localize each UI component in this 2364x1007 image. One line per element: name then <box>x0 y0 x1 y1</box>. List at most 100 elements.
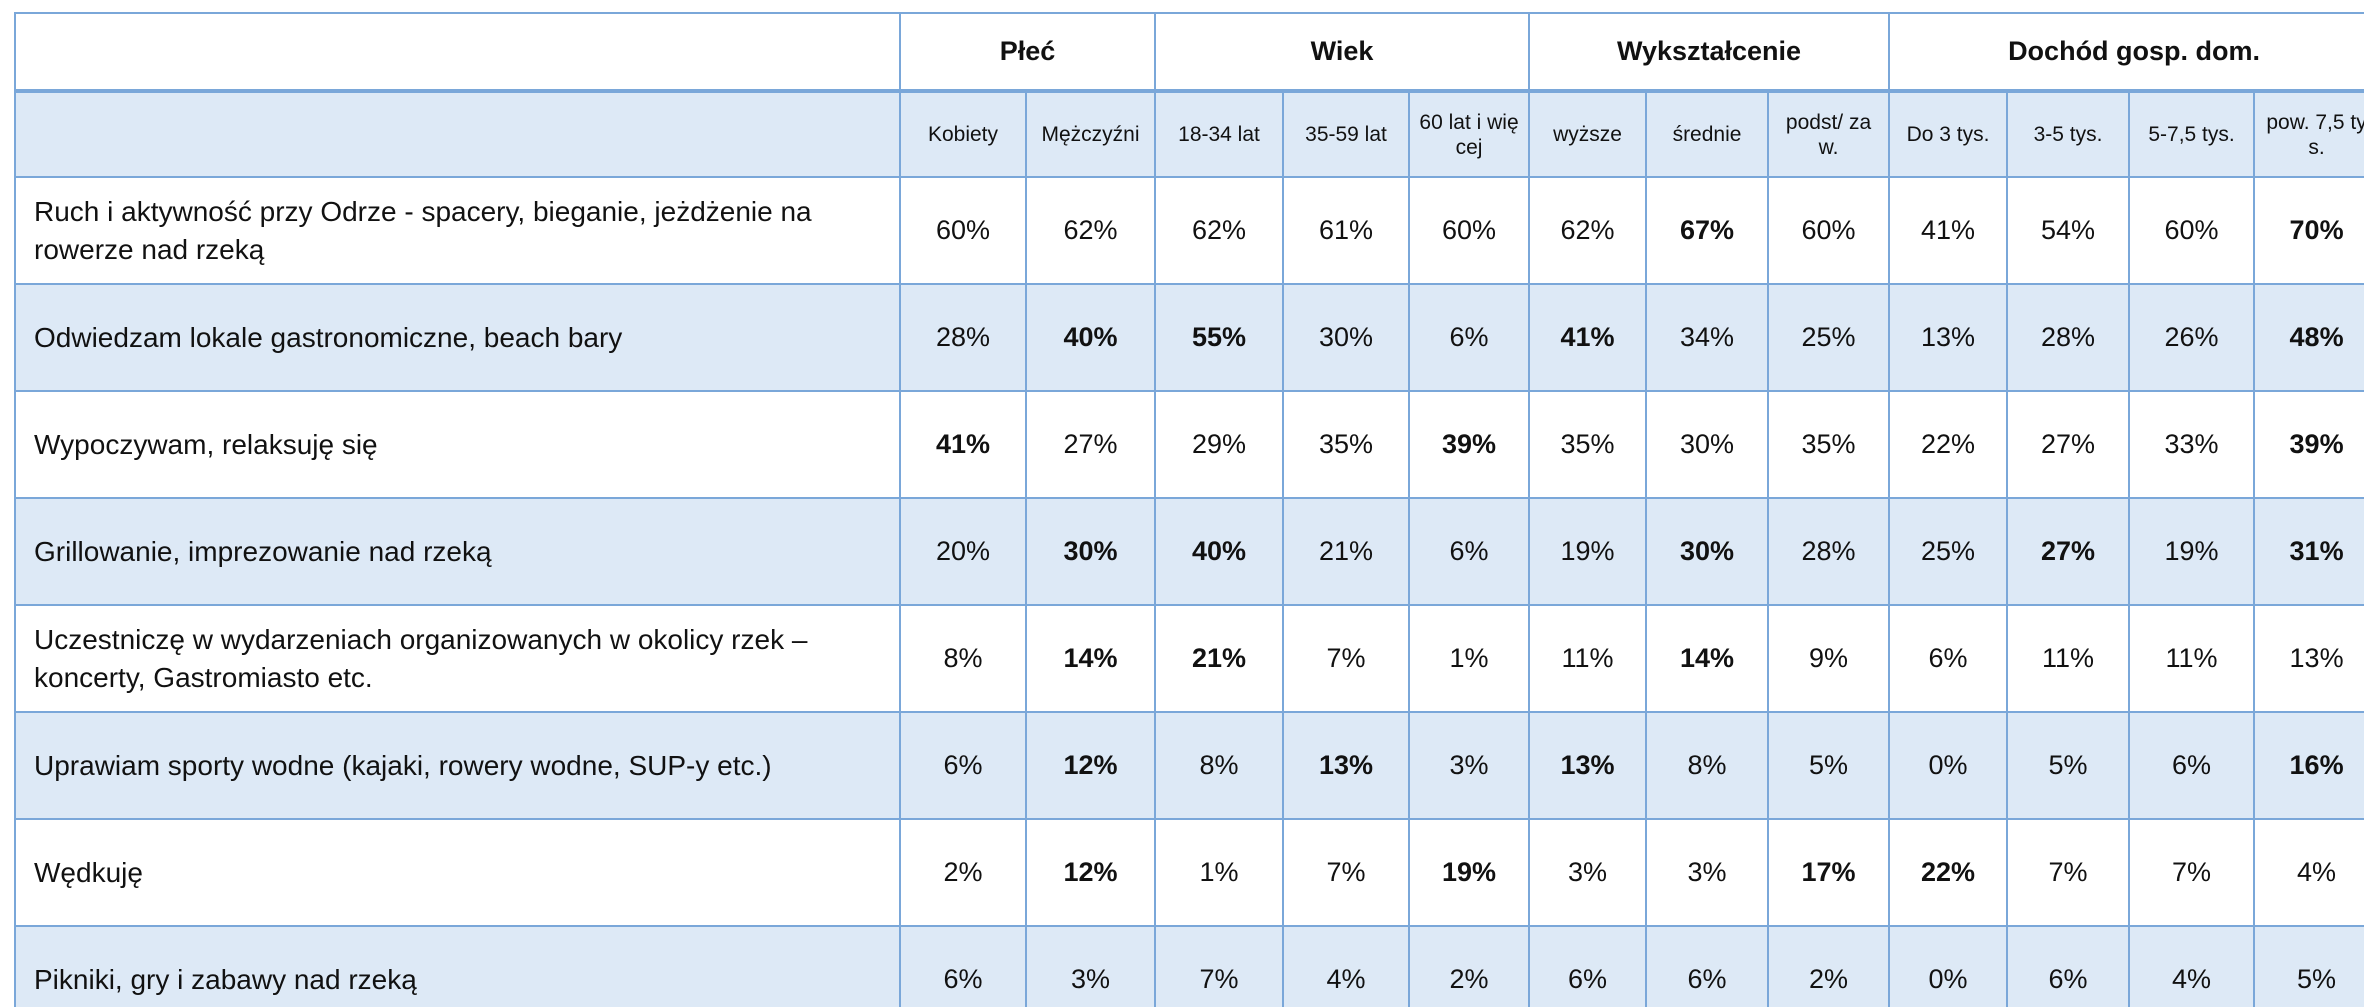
row-label: Ruch i aktywność przy Odrze - spacery, b… <box>14 176 901 285</box>
value-cell: 40% <box>1154 497 1285 606</box>
data-row: Wędkuję 2% 12% 1% 7% 19% 3% 3% 17% 22% 7% 7% 4% <box>14 818 2364 927</box>
value-cell: 6% <box>1528 925 1648 1007</box>
crosstab-table: Płeć Wiek Wykształcenie Dochód gosp. dom. K… <box>14 12 2364 1007</box>
value-cell: 6% <box>899 711 1027 820</box>
value-cell: 4% <box>2128 925 2256 1007</box>
value-cell: 41% <box>1888 176 2009 285</box>
value-cell: 16% <box>2253 711 2364 820</box>
value-cell: 8% <box>1154 711 1285 820</box>
value-cell: 3% <box>1528 818 1648 927</box>
column-header: 3-5 tys. <box>2006 90 2131 178</box>
value-cell: 27% <box>2006 497 2131 606</box>
row-label: Wędkuję <box>14 818 901 927</box>
data-row: Odwiedzam lokale gastronomiczne, beach b… <box>14 283 2364 392</box>
value-cell: 40% <box>1024 283 1157 392</box>
value-cell: 33% <box>2128 390 2256 499</box>
value-cell: 1% <box>1154 818 1285 927</box>
row-label: Uczestniczę w wydarzeniach organizowanyc… <box>14 604 901 713</box>
value-cell: 7% <box>2128 818 2256 927</box>
value-cell: 21% <box>1282 497 1411 606</box>
value-cell: 34% <box>1645 283 1770 392</box>
value-cell: 11% <box>2006 604 2131 713</box>
value-cell: 28% <box>2006 283 2131 392</box>
value-cell: 62% <box>1024 176 1157 285</box>
value-cell: 70% <box>2253 176 2364 285</box>
value-cell: 7% <box>1154 925 1285 1007</box>
value-cell: 35% <box>1282 390 1411 499</box>
row-label: Pikniki, gry i zabawy nad rzeką <box>14 925 901 1007</box>
column-header: Do 3 tys. <box>1888 90 2009 178</box>
value-cell: 39% <box>1408 390 1531 499</box>
value-cell: 5% <box>2006 711 2131 820</box>
value-cell: 2% <box>1767 925 1891 1007</box>
column-header: Kobiety <box>899 90 1027 178</box>
value-cell: 41% <box>899 390 1027 499</box>
value-cell: 19% <box>1528 497 1648 606</box>
column-header: 18-34 lat <box>1154 90 1285 178</box>
value-cell: 6% <box>2006 925 2131 1007</box>
value-cell: 41% <box>1528 283 1648 392</box>
value-cell: 48% <box>2253 283 2364 392</box>
value-cell: 13% <box>2253 604 2364 713</box>
value-cell: 6% <box>2128 711 2256 820</box>
value-cell: 60% <box>2128 176 2256 285</box>
column-header: Mężczyźni <box>1024 90 1157 178</box>
value-cell: 60% <box>1408 176 1531 285</box>
value-cell: 4% <box>1282 925 1411 1007</box>
value-cell: 54% <box>2006 176 2131 285</box>
value-cell: 3% <box>1645 818 1770 927</box>
value-cell: 27% <box>2006 390 2131 499</box>
group-header: Dochód gosp. dom. <box>1888 12 2364 93</box>
corner-cell <box>14 12 901 93</box>
value-cell: 12% <box>1024 711 1157 820</box>
value-cell: 19% <box>1408 818 1531 927</box>
row-label: Wypoczywam, relaksuję się <box>14 390 901 499</box>
data-row: Grillowanie, imprezowanie nad rzeką 20% 30… <box>14 497 2364 606</box>
value-cell: 7% <box>2006 818 2131 927</box>
value-cell: 9% <box>1767 604 1891 713</box>
column-header: 5-7,5 tys. <box>2128 90 2256 178</box>
group-header: Wiek <box>1154 12 1531 93</box>
corner-cell <box>14 90 901 178</box>
value-cell: 39% <box>2253 390 2364 499</box>
value-cell: 30% <box>1282 283 1411 392</box>
value-cell: 22% <box>1888 818 2009 927</box>
data-row: Pikniki, gry i zabawy nad rzeką 6% 3% 7% 4% 2… <box>14 925 2364 1007</box>
value-cell: 13% <box>1528 711 1648 820</box>
value-cell: 60% <box>1767 176 1891 285</box>
value-cell: 35% <box>1767 390 1891 499</box>
value-cell: 6% <box>1408 283 1531 392</box>
value-cell: 25% <box>1888 497 2009 606</box>
column-header: podst/ zaw. <box>1767 90 1891 178</box>
value-cell: 11% <box>1528 604 1648 713</box>
value-cell: 2% <box>899 818 1027 927</box>
value-cell: 55% <box>1154 283 1285 392</box>
value-cell: 28% <box>1767 497 1891 606</box>
value-cell: 30% <box>1645 390 1770 499</box>
value-cell: 25% <box>1767 283 1891 392</box>
value-cell: 30% <box>1645 497 1770 606</box>
value-cell: 1% <box>1408 604 1531 713</box>
value-cell: 22% <box>1888 390 2009 499</box>
value-cell: 67% <box>1645 176 1770 285</box>
value-cell: 6% <box>1888 604 2009 713</box>
column-header: 35-59 lat <box>1282 90 1411 178</box>
table-body: Ruch i aktywność przy Odrze - spacery, b… <box>14 176 2364 1007</box>
data-row: Uczestniczę w wydarzeniach organizowanyc… <box>14 604 2364 713</box>
value-cell: 3% <box>1408 711 1531 820</box>
value-cell: 11% <box>2128 604 2256 713</box>
value-cell: 7% <box>1282 604 1411 713</box>
value-cell: 8% <box>899 604 1027 713</box>
value-cell: 21% <box>1154 604 1285 713</box>
value-cell: 20% <box>899 497 1027 606</box>
value-cell: 14% <box>1645 604 1770 713</box>
value-cell: 29% <box>1154 390 1285 499</box>
value-cell: 0% <box>1888 711 2009 820</box>
group-header: Wykształcenie <box>1528 12 1891 93</box>
value-cell: 8% <box>1645 711 1770 820</box>
value-cell: 0% <box>1888 925 2009 1007</box>
value-cell: 19% <box>2128 497 2256 606</box>
value-cell: 4% <box>2253 818 2364 927</box>
value-cell: 12% <box>1024 818 1157 927</box>
